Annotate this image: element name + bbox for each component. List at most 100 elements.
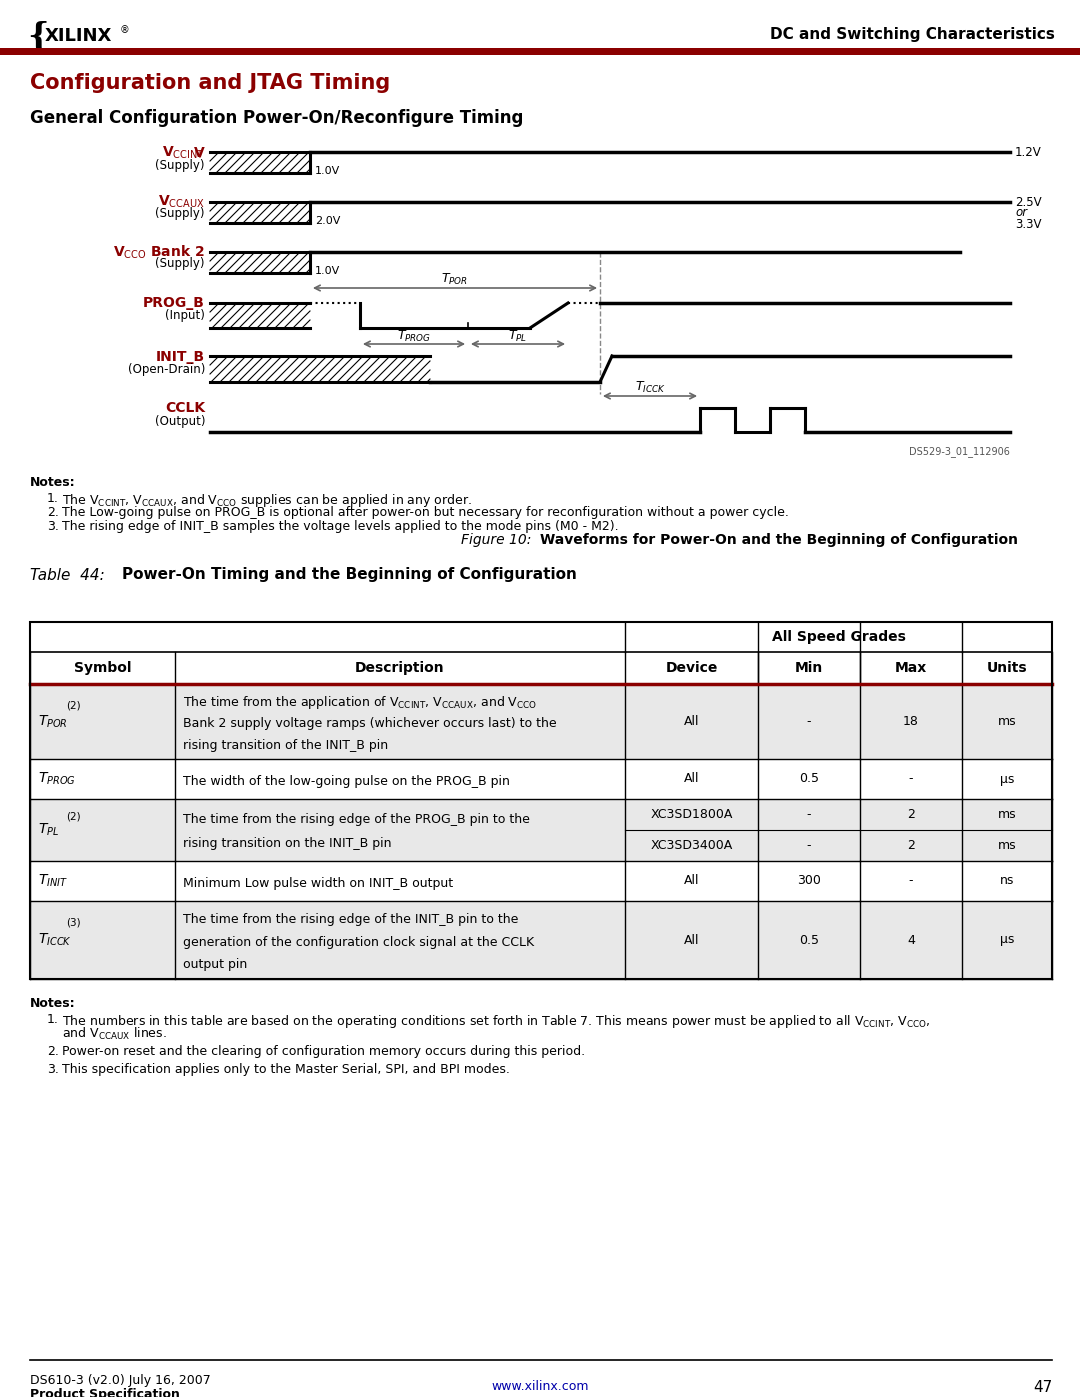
Text: The numbers in this table are based on the operating conditions set forth in Tab: The numbers in this table are based on t… [62, 1013, 931, 1030]
Text: output pin: output pin [183, 958, 247, 971]
Text: Symbol: Symbol [73, 661, 132, 675]
Text: Minimum Low pulse width on INIT_B output: Minimum Low pulse width on INIT_B output [183, 877, 454, 890]
Text: $T_{POR}$: $T_{POR}$ [442, 271, 469, 286]
Text: -: - [807, 807, 811, 821]
Text: 1.0V: 1.0V [315, 166, 340, 176]
Text: All: All [684, 933, 699, 947]
Text: The rising edge of INIT_B samples the voltage levels applied to the mode pins (M: The rising edge of INIT_B samples the vo… [62, 520, 619, 534]
Text: 3.3V: 3.3V [1015, 218, 1041, 231]
Text: CCLK: CCLK [165, 401, 205, 415]
Text: (Output): (Output) [154, 415, 205, 429]
Text: Power-On Timing and the Beginning of Configuration: Power-On Timing and the Beginning of Con… [122, 567, 577, 583]
Text: Description: Description [355, 661, 445, 675]
Text: -: - [807, 840, 811, 852]
Bar [30, 685, 1052, 759]
Text: Configuration and JTAG Timing: Configuration and JTAG Timing [30, 73, 390, 94]
Text: $T_{PROG}$: $T_{PROG}$ [396, 328, 431, 344]
Text: Waveforms for Power-On and the Beginning of Configuration: Waveforms for Power-On and the Beginning… [540, 534, 1018, 548]
Text: www.xilinx.com: www.xilinx.com [491, 1380, 589, 1393]
Text: All: All [684, 715, 699, 728]
Text: Table  44:: Table 44: [30, 567, 114, 583]
Text: 3.: 3. [48, 1063, 59, 1076]
Text: V$_{\mathrm{CCINT}}$: V$_{\mathrm{CCINT}}$ [162, 145, 205, 161]
Text: $T_{PROG}$: $T_{PROG}$ [38, 771, 76, 787]
Text: generation of the configuration clock signal at the CCLK: generation of the configuration clock si… [183, 936, 535, 949]
Text: 2.5V: 2.5V [1015, 196, 1041, 208]
Text: -: - [908, 773, 914, 785]
Text: 0.5: 0.5 [799, 773, 819, 785]
Text: General Configuration Power-On/Reconfigure Timing: General Configuration Power-On/Reconfigu… [30, 109, 524, 127]
Text: (Open-Drain): (Open-Drain) [127, 363, 205, 377]
Text: Units: Units [987, 661, 1027, 675]
Text: μs: μs [1000, 773, 1014, 785]
Text: $T_{PL}$: $T_{PL}$ [509, 328, 528, 344]
Text: All: All [684, 773, 699, 785]
Text: 47: 47 [1032, 1380, 1052, 1396]
Text: INIT_B: INIT_B [156, 351, 205, 365]
Text: 18: 18 [903, 715, 919, 728]
Text: ®: ® [120, 25, 130, 35]
Text: V$_{\mathrm{CCAUX}}$: V$_{\mathrm{CCAUX}}$ [159, 194, 205, 210]
Text: 3.: 3. [48, 520, 59, 534]
Text: ms: ms [998, 807, 1016, 821]
Text: 4: 4 [907, 933, 915, 947]
Text: This specification applies only to the Master Serial, SPI, and BPI modes.: This specification applies only to the M… [62, 1063, 510, 1076]
Text: (2): (2) [66, 812, 81, 821]
Text: The width of the low-going pulse on the PROG_B pin: The width of the low-going pulse on the … [183, 775, 510, 788]
Text: (Supply): (Supply) [156, 208, 205, 221]
Text: 300: 300 [797, 875, 821, 887]
Text: $T_{ICCK}$: $T_{ICCK}$ [635, 380, 665, 394]
Text: 1.2V: 1.2V [1015, 145, 1042, 158]
Text: V$_{\mathrm{CCO}}$ Bank 2: V$_{\mathrm{CCO}}$ Bank 2 [113, 243, 205, 261]
Bar [0, 47, 1080, 54]
Text: (2): (2) [66, 700, 81, 710]
Text: Max: Max [895, 661, 927, 675]
Text: $T_{INIT}$: $T_{INIT}$ [38, 873, 68, 890]
Text: $T_{ICCK}$: $T_{ICCK}$ [38, 932, 72, 949]
Text: and V$_{\mathrm{CCAUX}}$ lines.: and V$_{\mathrm{CCAUX}}$ lines. [62, 1025, 166, 1042]
Text: or: or [1015, 207, 1027, 219]
Text: (3): (3) [66, 918, 81, 928]
Text: ms: ms [998, 715, 1016, 728]
Text: The time from the rising edge of the PROG_B pin to the: The time from the rising edge of the PRO… [183, 813, 530, 826]
Text: Notes:: Notes: [30, 997, 76, 1010]
Text: ms: ms [998, 840, 1016, 852]
Text: Figure 10:: Figure 10: [461, 534, 540, 548]
Text: XC3SD1800A: XC3SD1800A [650, 807, 732, 821]
Text: -: - [908, 875, 914, 887]
Text: $T_{POR}$: $T_{POR}$ [38, 714, 68, 729]
Text: 2.: 2. [48, 506, 59, 520]
Text: Bank 2 supply voltage ramps (whichever occurs last) to the: Bank 2 supply voltage ramps (whichever o… [183, 717, 556, 731]
Text: (Supply): (Supply) [156, 257, 205, 271]
Text: Product Specification: Product Specification [30, 1389, 180, 1397]
Text: The V$_{\mathrm{CCINT}}$, V$_{\mathrm{CCAUX}}$, and V$_{\mathrm{CCO}}$ supplies : The V$_{\mathrm{CCINT}}$, V$_{\mathrm{CC… [62, 492, 472, 509]
Text: rising transition of the INIT_B pin: rising transition of the INIT_B pin [183, 739, 388, 752]
Text: ns: ns [1000, 875, 1014, 887]
Bar [30, 901, 1052, 979]
Text: PROG_B: PROG_B [144, 296, 205, 310]
Text: XILINX: XILINX [45, 27, 112, 45]
Text: 2: 2 [907, 807, 915, 821]
Text: (Input): (Input) [165, 310, 205, 323]
Text: Power-on reset and the clearing of configuration memory occurs during this perio: Power-on reset and the clearing of confi… [62, 1045, 585, 1058]
Text: 0.5: 0.5 [799, 933, 819, 947]
Text: 2: 2 [907, 840, 915, 852]
Text: The time from the rising edge of the INIT_B pin to the: The time from the rising edge of the INI… [183, 914, 518, 926]
Text: Device: Device [665, 661, 718, 675]
Text: The Low-going pulse on PROG_B is optional after power-on but necessary for recon: The Low-going pulse on PROG_B is optiona… [62, 506, 788, 520]
Bar [30, 799, 1052, 861]
Text: The time from the application of V$_{\mathrm{CCINT}}$, V$_{\mathrm{CCAUX}}$, and: The time from the application of V$_{\ma… [183, 694, 537, 711]
Text: Min: Min [795, 661, 823, 675]
Bar [30, 759, 1052, 799]
Text: DC and Switching Characteristics: DC and Switching Characteristics [770, 28, 1055, 42]
Text: 2.0V: 2.0V [315, 217, 340, 226]
Text: DS529-3_01_112906: DS529-3_01_112906 [909, 447, 1010, 457]
Text: DS610-3 (v2.0) July 16, 2007: DS610-3 (v2.0) July 16, 2007 [30, 1375, 211, 1387]
Text: 1.: 1. [48, 492, 59, 504]
Text: $T_{PL}$: $T_{PL}$ [38, 821, 59, 838]
Text: All Speed Grades: All Speed Grades [771, 630, 905, 644]
Text: XC3SD3400A: XC3SD3400A [650, 840, 732, 852]
Text: μs: μs [1000, 933, 1014, 947]
Text: 1.0V: 1.0V [315, 265, 340, 277]
Bar [30, 861, 1052, 901]
